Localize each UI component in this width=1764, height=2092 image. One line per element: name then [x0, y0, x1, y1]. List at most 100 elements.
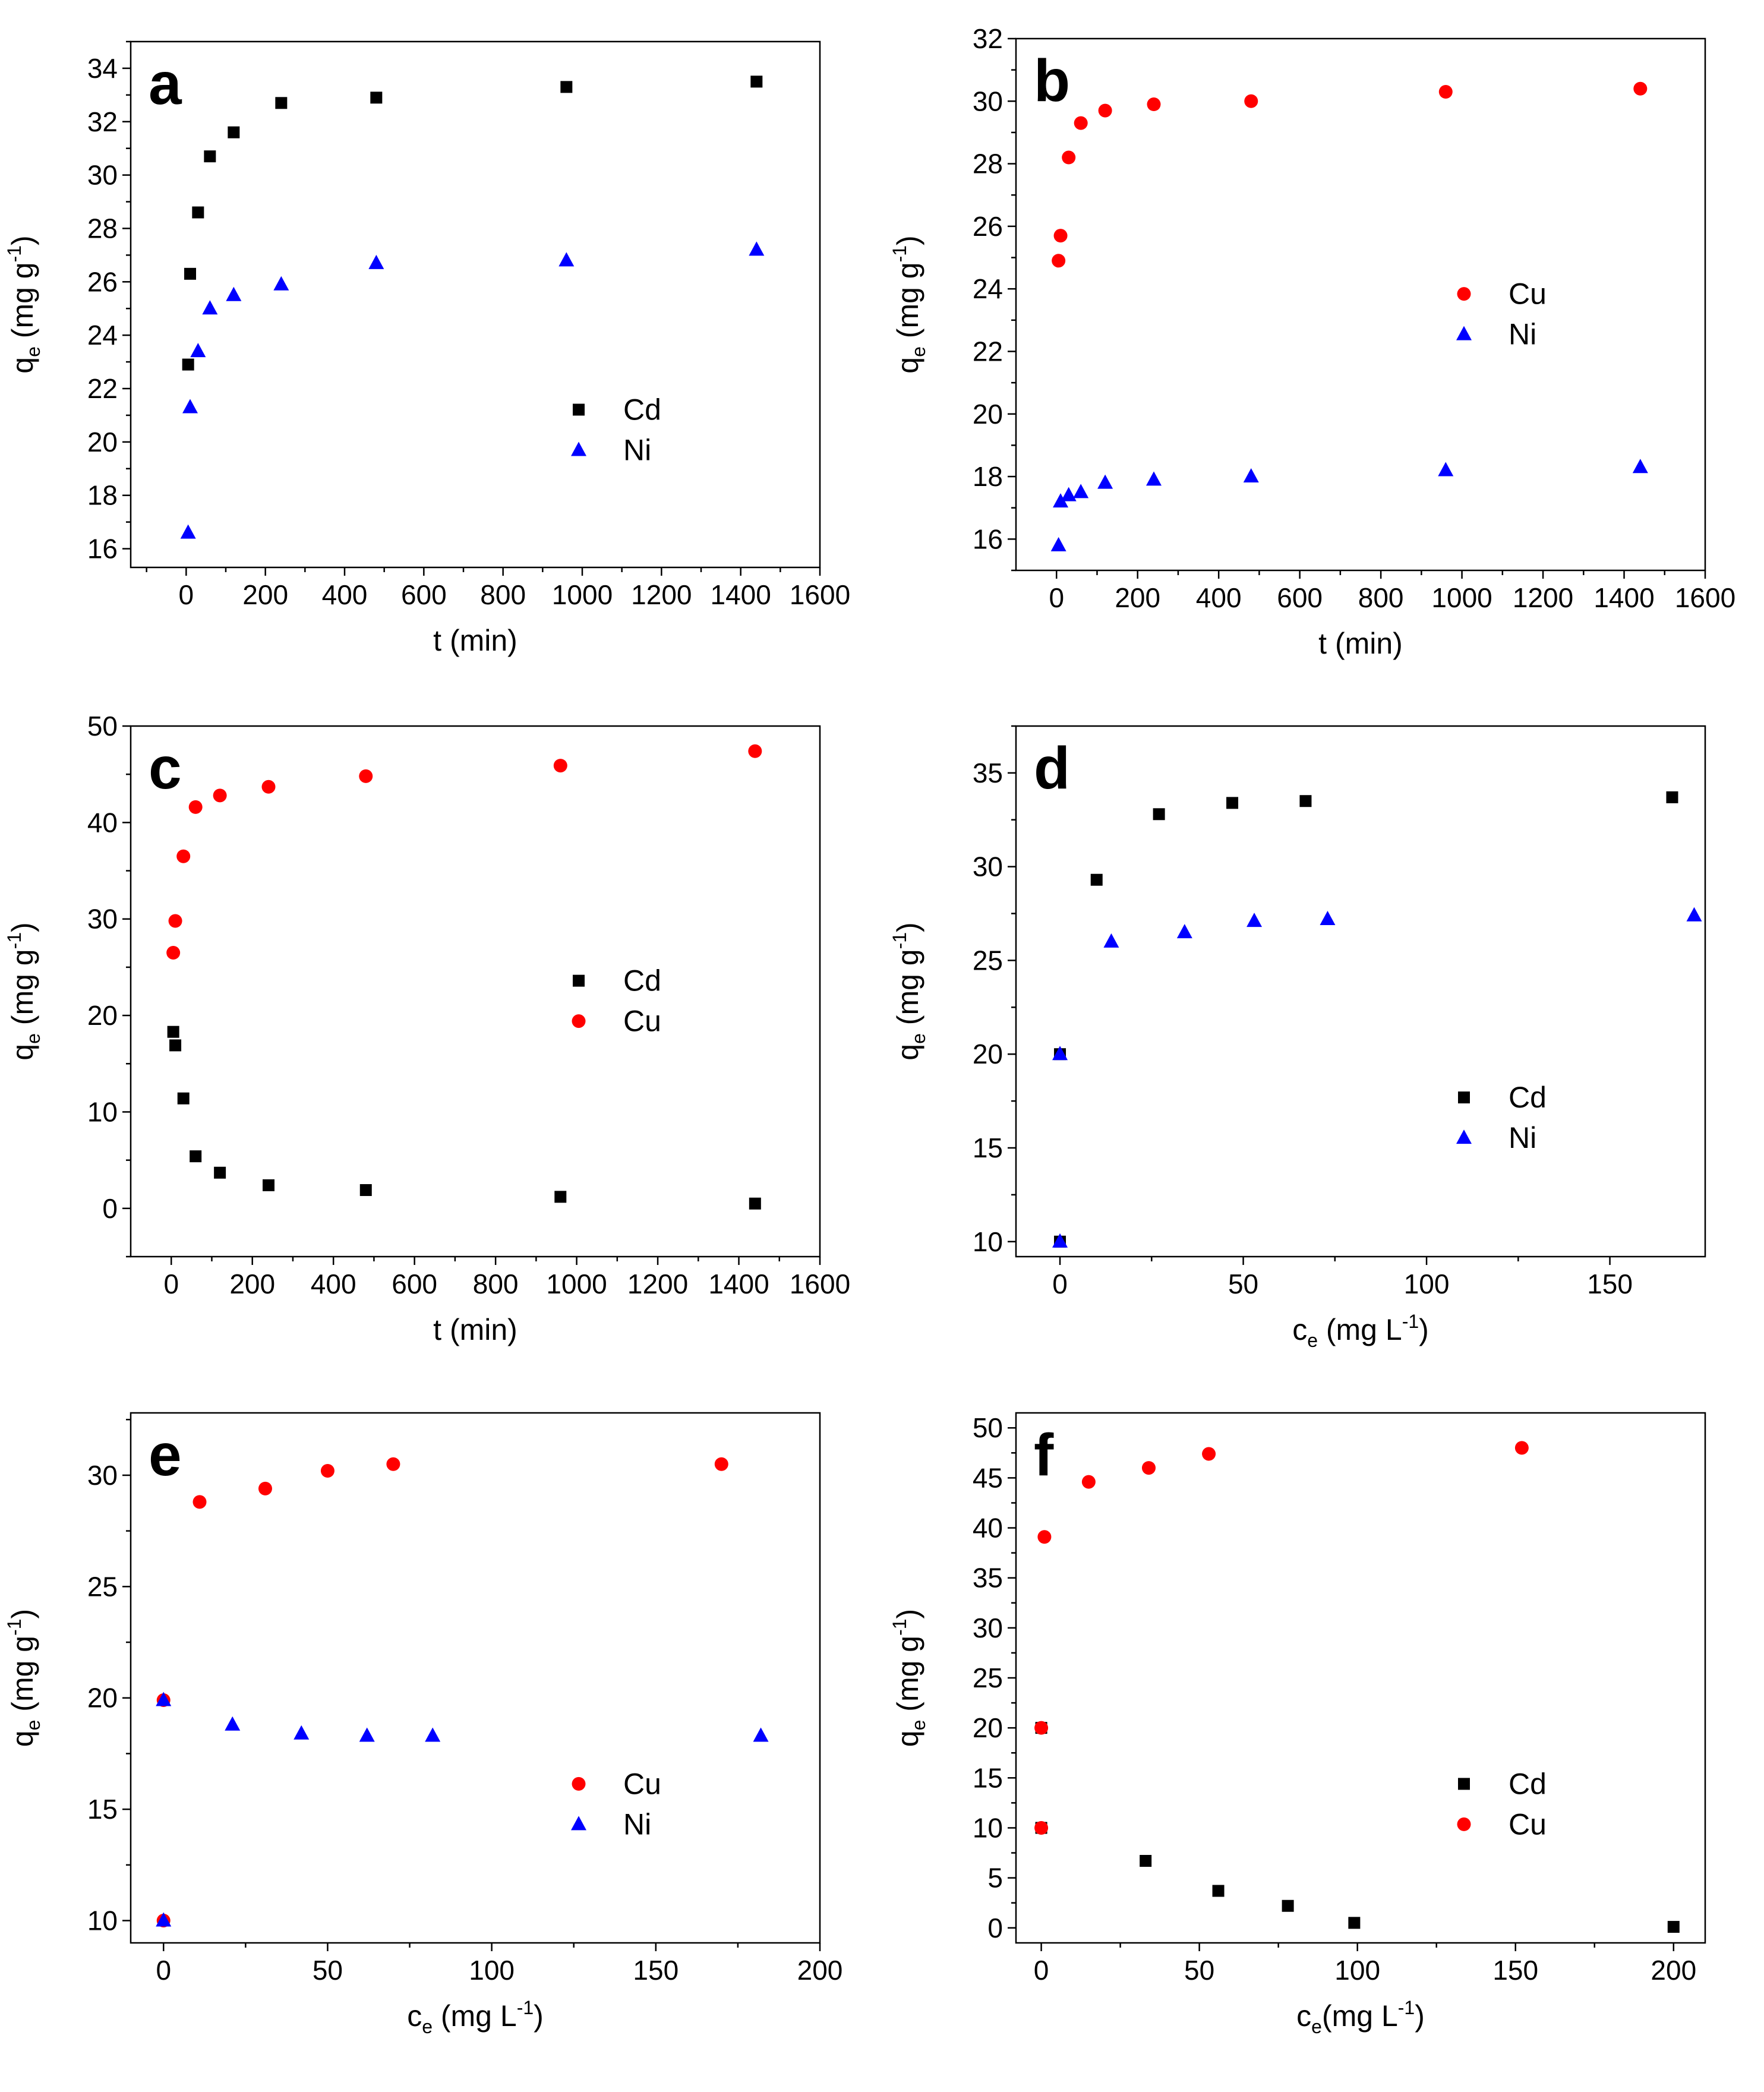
series-cu	[1034, 1441, 1529, 1835]
data-point	[156, 1692, 172, 1706]
data-point	[748, 744, 762, 758]
y-tick-label: 34	[87, 53, 118, 84]
data-point	[1097, 474, 1113, 489]
data-point	[1226, 797, 1239, 809]
data-point	[226, 286, 242, 301]
x-tick-label: 800	[1358, 582, 1404, 613]
y-tick-label: 30	[973, 86, 1003, 116]
data-point	[228, 126, 240, 138]
x-tick-label: 50	[313, 1955, 343, 1986]
data-point	[202, 300, 218, 315]
plot-frame	[1015, 37, 1706, 572]
x-tick-label: 400	[322, 579, 368, 610]
plot-frame	[1015, 725, 1706, 1258]
series-ni	[1052, 907, 1702, 1248]
panel-letter: e	[149, 1422, 182, 1488]
data-point	[168, 914, 182, 928]
x-tick-label: 1600	[1675, 582, 1735, 613]
x-tick-label: 150	[633, 1955, 679, 1986]
data-point	[275, 97, 288, 109]
plot-frame	[130, 725, 821, 1258]
y-tick-label: 15	[973, 1762, 1003, 1793]
data-point	[1062, 150, 1076, 165]
y-tick-label: 0	[102, 1193, 118, 1224]
y-tick-label: 15	[973, 1132, 1003, 1163]
data-point	[1103, 933, 1119, 948]
legend: Cd Ni	[571, 393, 661, 467]
x-tick-label: 1600	[790, 1269, 850, 1299]
x-tick-label: 150	[1587, 1269, 1633, 1299]
y-tick-label: 20	[87, 1000, 118, 1031]
legend-label: Cd	[1509, 1767, 1547, 1800]
data-point	[1299, 795, 1312, 807]
x-axis-title: t (min)	[433, 1313, 517, 1346]
data-point	[273, 276, 289, 291]
x-tick-label: 200	[797, 1955, 843, 1986]
x-tick-label: 1000	[546, 1269, 607, 1299]
data-point	[261, 780, 276, 794]
x-tick-label: 100	[1404, 1269, 1450, 1299]
data-point	[1202, 1447, 1216, 1461]
data-point	[204, 150, 216, 163]
series-cd	[167, 1026, 761, 1210]
x-tick-label: 200	[229, 1269, 275, 1299]
y-axis-title: qe (mg g-1)	[4, 1609, 44, 1747]
y-tick-label: 40	[87, 807, 118, 838]
data-point	[749, 241, 765, 256]
legend-label: Cu	[1509, 1807, 1547, 1841]
y-tick-label: 50	[973, 1412, 1003, 1443]
series-cd	[182, 75, 763, 371]
data-point	[554, 1191, 567, 1203]
panel-e: 0 50 100 150 200 10 15 20 25 30 ce (mg L-1) qe (mg …	[4, 1412, 843, 2037]
data-point	[1053, 229, 1068, 243]
data-point	[190, 343, 206, 358]
y-tick-label: 15	[87, 1794, 118, 1825]
data-point	[1686, 907, 1702, 922]
x-tick-label: 800	[480, 579, 526, 610]
y-tick-label: 18	[87, 480, 118, 511]
data-point	[225, 1716, 241, 1731]
y-tick-label: 25	[973, 1662, 1003, 1693]
data-point	[1090, 873, 1103, 886]
data-point	[258, 1481, 272, 1495]
panel-letter: b	[1034, 48, 1070, 114]
data-point	[1320, 911, 1336, 926]
data-point	[182, 358, 194, 371]
y-tick-label: 20	[87, 1683, 118, 1714]
data-point	[1282, 1899, 1294, 1912]
data-point	[749, 1197, 761, 1210]
legend-marker	[1456, 326, 1472, 340]
y-axis-title: qe (mg g-1)	[889, 235, 929, 373]
data-point	[177, 1092, 190, 1105]
y-tick-label: 22	[87, 373, 118, 404]
data-point	[192, 206, 204, 219]
plot-frame	[130, 40, 821, 569]
data-point	[1052, 254, 1066, 268]
x-axis-title: ce (mg L-1)	[407, 1997, 544, 2037]
x-tick-label: 0	[1049, 582, 1064, 613]
plot-frame	[1015, 1412, 1706, 1944]
data-point	[558, 252, 575, 267]
plot-frame	[130, 1412, 821, 1944]
legend-label: Cu	[623, 1767, 661, 1800]
legend: Cd Ni	[1456, 1081, 1547, 1154]
x-axis-title: ce(mg L-1)	[1296, 1997, 1425, 2037]
x-tick-label: 200	[1651, 1955, 1696, 1986]
x-tick-label: 1000	[1431, 582, 1492, 613]
data-point	[188, 800, 203, 814]
legend-marker	[1458, 1091, 1470, 1104]
data-point	[1052, 1046, 1068, 1061]
x-tick-label: 600	[1277, 582, 1323, 613]
x-tick-label: 1400	[710, 579, 771, 610]
data-point	[1050, 537, 1066, 551]
data-point	[425, 1727, 441, 1742]
y-tick-label: 35	[973, 758, 1003, 788]
y-tick-label: 35	[973, 1563, 1003, 1594]
legend-label: Cd	[1509, 1081, 1547, 1114]
x-tick-label: 0	[156, 1955, 171, 1986]
panel-c: 0 200 400 600 800 1000 1200 1400 1600 0 10 20 30 40 50…	[4, 711, 850, 1346]
y-tick-label: 50	[87, 711, 118, 741]
x-tick-label: 50	[1228, 1269, 1258, 1299]
data-point	[1061, 487, 1077, 501]
data-point	[1141, 1461, 1156, 1475]
